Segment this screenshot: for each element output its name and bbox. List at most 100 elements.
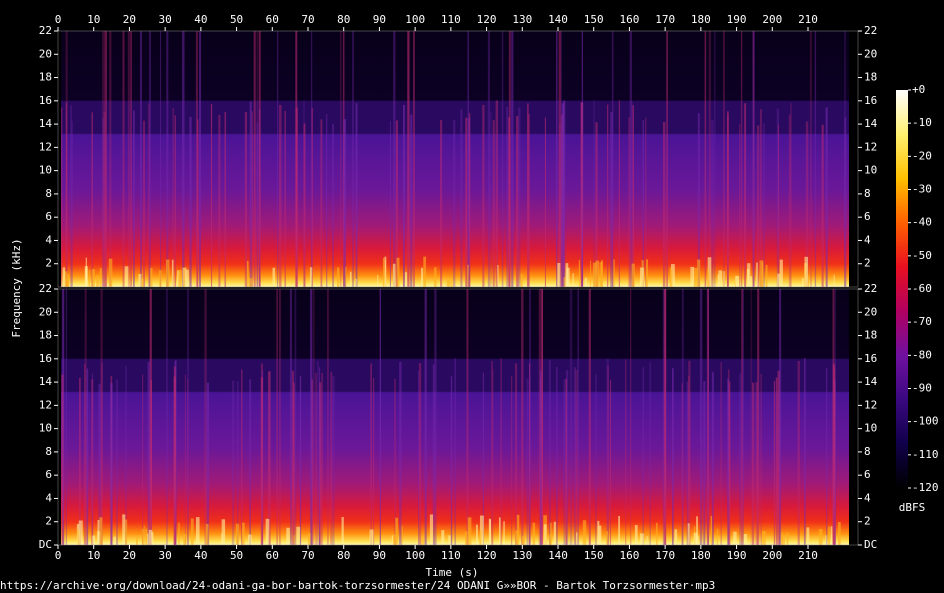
- spectrum-streak: [277, 31, 279, 287]
- x-tick-label-top: 20: [123, 13, 136, 26]
- spectrum-streak: [98, 383, 101, 545]
- colorbar-tick-label: -30: [912, 183, 932, 196]
- spectrum-burst: [565, 263, 569, 287]
- spectrum-streak: [750, 289, 752, 545]
- colorbar-tick-label: -100: [912, 415, 939, 428]
- spectrum-streak: [332, 123, 334, 288]
- spectrum-streak: [556, 31, 558, 287]
- colorbar: [896, 90, 908, 488]
- colorbar-tick-label: -110: [912, 448, 939, 461]
- y-tick-label-right: 22: [864, 282, 877, 295]
- spectrum-streak: [318, 382, 322, 545]
- spectrum-burst: [723, 271, 725, 287]
- spectrum-burst: [520, 273, 523, 287]
- spectrum-streak: [588, 289, 591, 545]
- spectrum-burst: [646, 536, 648, 545]
- spectrum-streak: [514, 363, 518, 545]
- spectrum-streak: [681, 383, 683, 545]
- spectrum-streak: [340, 31, 342, 287]
- x-tick-label-bottom: 180: [691, 549, 711, 562]
- spectrum-burst: [716, 528, 718, 545]
- spectrum-streak: [303, 100, 305, 287]
- spectrum-streak: [251, 111, 253, 287]
- spectrum-streak: [595, 374, 597, 545]
- spectrum-streak: [611, 31, 614, 287]
- spectrum-burst: [177, 270, 180, 287]
- spectrum-streak: [103, 112, 106, 287]
- y-tick-label: 12: [39, 398, 52, 411]
- spectrum-streak: [289, 289, 293, 545]
- spectrum-streak: [821, 124, 824, 287]
- spectrum-streak: [711, 119, 714, 287]
- spectrum-burst: [828, 526, 830, 545]
- spectrum-burst: [464, 531, 468, 545]
- spectrum-streak: [703, 381, 706, 545]
- spectrum-burst: [693, 267, 698, 287]
- x-tick-label-bottom: 100: [405, 549, 425, 562]
- spectrum-streak: [595, 122, 598, 287]
- colorbar-tick-label: -80: [912, 348, 932, 361]
- colorbar-tick-label: -40: [912, 216, 932, 229]
- spectrum-streak: [92, 373, 94, 545]
- spectrum-burst: [830, 526, 833, 545]
- x-tick-label-top: 40: [194, 13, 207, 26]
- spectrum-streak: [320, 119, 323, 287]
- spectrum-streak: [258, 31, 261, 287]
- spectrum-burst: [597, 520, 600, 545]
- x-tick-label-top: 60: [266, 13, 279, 26]
- spectrum-streak: [84, 289, 87, 545]
- spectrum-streak: [645, 117, 647, 288]
- spectrum-burst: [108, 258, 113, 287]
- spectrum-burst: [749, 276, 753, 287]
- spectrum-streak: [293, 382, 295, 545]
- spectrum-streak: [172, 107, 175, 288]
- spectrum-streak: [159, 31, 162, 287]
- spectrum-streak: [565, 378, 567, 545]
- spectrum-streak: [688, 360, 691, 545]
- x-tick-label-top: 130: [512, 13, 532, 26]
- x-tick-label-top: 140: [548, 13, 568, 26]
- spectrum-streak: [79, 377, 81, 545]
- spectrum-burst: [488, 518, 491, 545]
- x-tick-label-bottom: 190: [727, 549, 747, 562]
- spectrum-burst: [762, 531, 766, 545]
- y-tick-label: 22: [39, 24, 52, 37]
- spectrum-streak: [814, 31, 817, 287]
- spectrum-burst: [248, 278, 253, 287]
- spectrum-streak: [104, 31, 106, 287]
- x-tick-label-top: 0: [55, 13, 62, 26]
- spectrum-streak: [628, 117, 631, 287]
- spectrum-streak: [744, 103, 747, 287]
- spectrum-burst: [779, 259, 783, 287]
- spectrogram: [61, 31, 849, 287]
- spectrum-streak: [528, 289, 531, 545]
- x-tick-label-bottom: 120: [477, 549, 497, 562]
- x-tick-label-bottom: 40: [194, 549, 207, 562]
- x-tick-label-bottom: 80: [337, 549, 350, 562]
- spectrum-burst: [309, 267, 313, 287]
- spectrum-streak: [147, 361, 150, 545]
- x-tick-label-bottom: 10: [87, 549, 100, 562]
- spectrum-streak: [343, 119, 346, 287]
- x-tick-label-top: 170: [655, 13, 675, 26]
- spectrum-burst: [718, 270, 723, 287]
- spectrum-streak: [311, 31, 313, 287]
- spectrum-streak: [511, 31, 513, 287]
- x-tick-label-top: 70: [301, 13, 314, 26]
- y-tick-label-right: 4: [864, 491, 871, 504]
- spectrum-burst: [65, 278, 70, 287]
- x-tick-label-bottom: 0: [55, 549, 62, 562]
- spectrum-streak: [276, 289, 279, 545]
- spectrum-burst: [124, 266, 129, 287]
- spectrum-streak: [105, 31, 107, 287]
- panel-frame: [57, 288, 859, 546]
- spectrum-streak: [707, 289, 709, 545]
- spectrum-burst: [837, 522, 841, 545]
- spectrum-burst: [307, 533, 311, 545]
- y-tick-label-right: 8: [864, 187, 871, 200]
- spectrum-streak: [728, 381, 731, 545]
- spectrum-streak: [122, 31, 125, 287]
- spectrum-burst: [190, 518, 194, 545]
- spectrum-streak: [187, 289, 189, 545]
- spectrum-burst: [669, 267, 673, 287]
